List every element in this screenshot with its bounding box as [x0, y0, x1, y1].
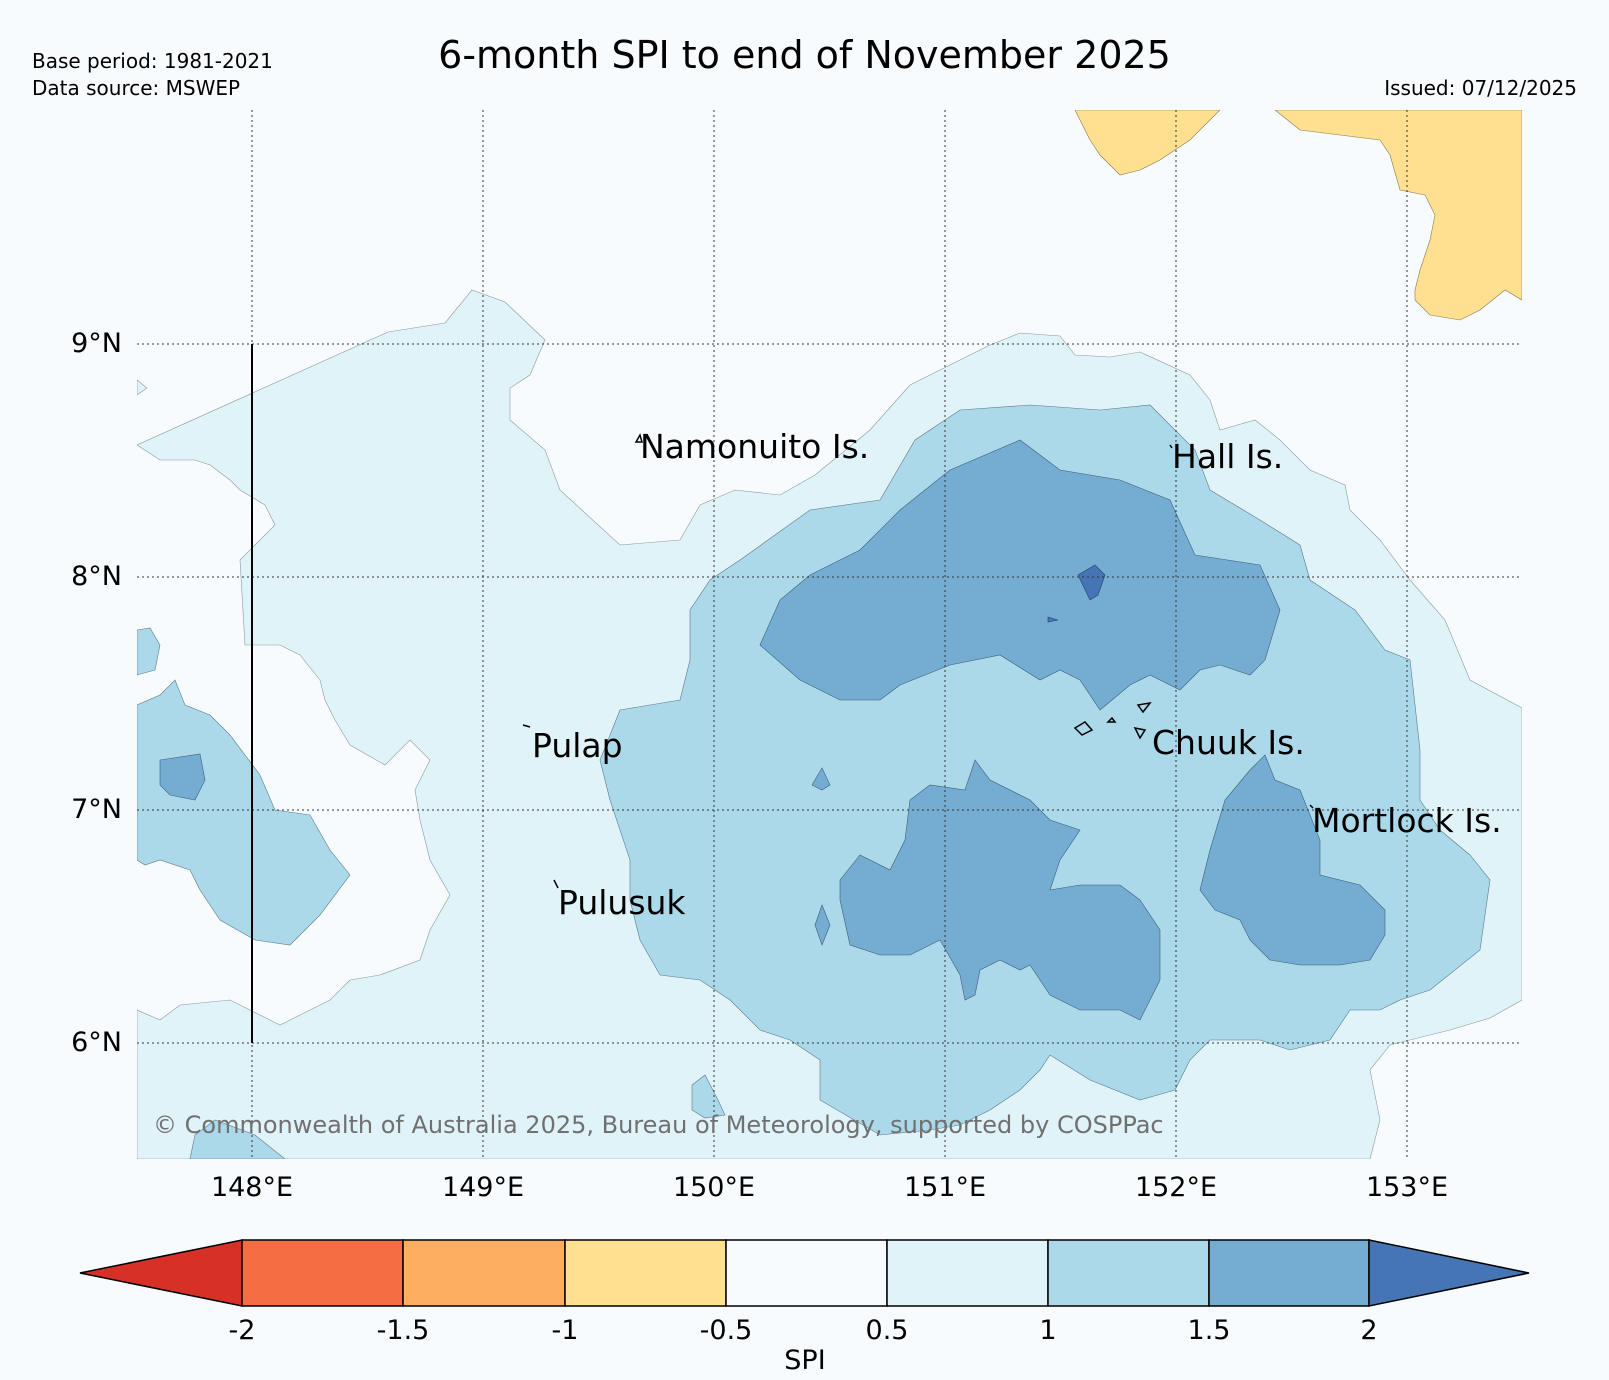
colorbar-tick: 1 — [1039, 1315, 1056, 1346]
island-outlines — [522, 433, 1314, 889]
colorbar-segment-2 — [402, 1239, 566, 1307]
contour-band-0.5-1-left — [137, 379, 148, 396]
island-chuuk — [1073, 701, 1152, 740]
base-period-label: Base period: 1981-2021 — [32, 49, 273, 73]
colorbar-tick: 1.5 — [1188, 1315, 1231, 1346]
contour-band-above-2 — [1077, 564, 1106, 601]
colorbar-segment-3 — [564, 1239, 727, 1307]
issued-date-label: Issued: 07/12/2025 — [1384, 76, 1577, 100]
place-label-pulusuk: Pulusuk — [558, 883, 686, 922]
contour-band-above-2-small — [1047, 616, 1059, 623]
lat-label-6n: 6°N — [71, 1027, 122, 1058]
place-label-mortlock: Mortlock Is. — [1312, 801, 1502, 840]
lon-label-149e: 149°E — [442, 1172, 524, 1203]
contour-band-1-1.5-south-2 — [691, 1074, 726, 1119]
lat-label-7n: 7°N — [71, 794, 122, 825]
contour-band-1.5-2-left — [159, 753, 206, 801]
contour-band-1.5-2-small-1 — [811, 767, 831, 791]
place-label-namonuito: Namonuito Is. — [640, 427, 869, 466]
colorbar-segment-6 — [1047, 1239, 1210, 1307]
contour-band-neg1-neg05-north — [1074, 110, 1221, 176]
island-pulap — [522, 724, 531, 728]
lon-label-152e: 152°E — [1135, 1172, 1217, 1203]
contour-band-1.5-2-north — [759, 439, 1281, 711]
colorbar-segment-1 — [241, 1239, 404, 1307]
colorbar-extend-low — [79, 1239, 243, 1307]
colorbar-tick: -0.5 — [700, 1315, 753, 1346]
contour-band-1-1.5-left-small — [137, 627, 161, 676]
colorbar-segment-7 — [1208, 1239, 1370, 1307]
colorbar-extend-high — [1368, 1239, 1530, 1307]
lat-label-8n: 8°N — [71, 561, 122, 592]
lon-label-148e: 148°E — [211, 1172, 293, 1203]
contour-band-1.5-2-southwest — [839, 759, 1161, 1021]
colorbar-tick: 0.5 — [866, 1315, 909, 1346]
colorbar: -2 -1.5 -1 -0.5 0.5 1 1.5 2 SPI — [79, 1239, 1530, 1376]
copyright-notice: © Commonwealth of Australia 2025, Bureau… — [153, 1111, 1164, 1139]
colorbar-tick: -2 — [229, 1315, 256, 1346]
place-label-pulap: Pulap — [532, 726, 623, 765]
contour-band-1-1.5-left — [137, 679, 351, 946]
lat-label-9n: 9°N — [71, 328, 122, 359]
island-pulusuk — [553, 879, 559, 889]
lon-label-150e: 150°E — [673, 1172, 755, 1203]
colorbar-label: SPI — [784, 1345, 825, 1376]
place-label-hall: Hall Is. — [1172, 437, 1283, 476]
colorbar-segment-4 — [725, 1239, 888, 1307]
colorbar-tick: -1.5 — [377, 1315, 430, 1346]
contour-band-neg1-neg05-east — [1274, 110, 1522, 321]
gridlines — [137, 110, 1522, 1159]
island-mortlock — [1309, 804, 1314, 809]
lon-label-151e: 151°E — [904, 1172, 986, 1203]
colorbar-tick: -1 — [552, 1315, 579, 1346]
data-source-label: Data source: MSWEP — [32, 76, 241, 100]
island-namonuito — [634, 433, 643, 443]
lon-label-153e: 153°E — [1366, 1172, 1448, 1203]
colorbar-tick: 2 — [1360, 1315, 1377, 1346]
contour-band-1.5-2-southeast — [1199, 754, 1386, 966]
contour-band-1.5-2-small-2 — [814, 904, 831, 946]
colorbar-segment-5 — [886, 1239, 1049, 1307]
island-hall — [1169, 444, 1173, 449]
spi-contours — [137, 110, 1522, 1159]
place-label-chuuk: Chuuk Is. — [1152, 723, 1305, 762]
contour-band-1-1.5-south — [189, 1119, 286, 1159]
map-title: 6-month SPI to end of November 2025 — [438, 33, 1171, 77]
